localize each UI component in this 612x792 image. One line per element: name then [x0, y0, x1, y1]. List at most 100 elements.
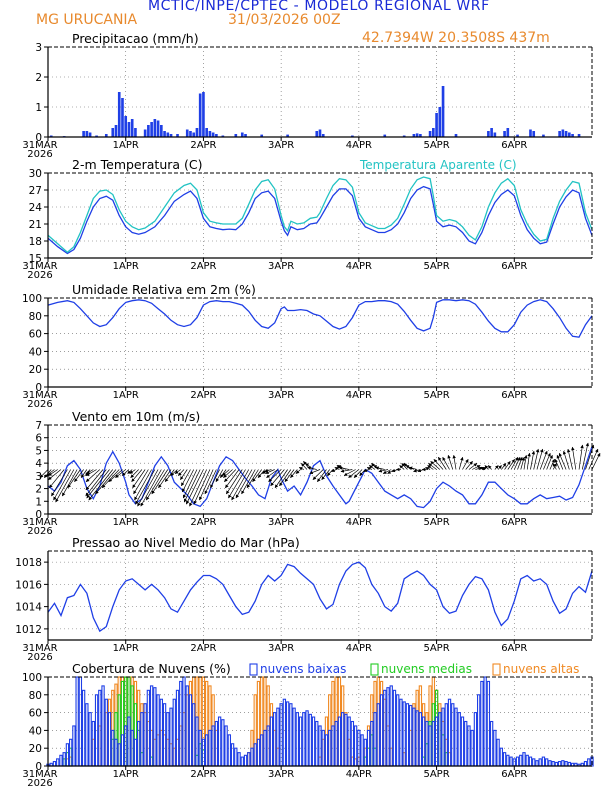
y-tick-label: 0 [35, 132, 42, 144]
line-pressao-ao-nivel-medio-do-mar-hpa- [47, 561, 593, 633]
bar [480, 680, 484, 767]
bar [136, 720, 141, 767]
wind-arrow [265, 469, 275, 474]
wind-arrow [121, 469, 130, 476]
bar [351, 135, 354, 137]
bar [147, 125, 150, 137]
wind-arrow [462, 458, 469, 470]
wind-arrow [571, 446, 577, 470]
wind-arrow [74, 469, 84, 483]
bar [532, 758, 536, 767]
wind-arrow [49, 469, 65, 489]
x-tick-label: 2APR [190, 769, 216, 780]
wind-arrow [210, 469, 220, 489]
bar [182, 676, 186, 767]
bar [172, 698, 176, 767]
bar [428, 725, 432, 767]
wind-arrow [549, 458, 555, 470]
bar [289, 703, 293, 767]
x-tick-label: 31MAR [22, 140, 57, 151]
bar [114, 738, 118, 767]
y-tick-label: 3 [35, 471, 42, 483]
wind-arrow [303, 461, 311, 470]
bar [444, 703, 448, 767]
bar [202, 92, 205, 137]
bar [204, 734, 209, 767]
bar [266, 725, 270, 767]
bar [133, 738, 138, 767]
wind-arrow [387, 469, 395, 474]
bar [551, 760, 555, 767]
wind-arrow [348, 469, 360, 478]
bar [435, 113, 438, 137]
bar [548, 760, 552, 767]
header-title: MCTIC/INPE/CPTEC - MODELO REGIONAL WRF [148, 0, 490, 14]
header-location: MG URUCANIA [36, 12, 138, 28]
wind-arrow [513, 456, 521, 470]
wind-arrow [225, 469, 240, 489]
y-tick-label: 1014 [15, 602, 42, 614]
x-tick-label: 4APR [346, 643, 372, 654]
bar [331, 725, 335, 767]
x-tick-label: 4APR [346, 140, 372, 151]
x-tick-label: 5APR [423, 390, 449, 401]
y-tick-label: 1 [35, 496, 42, 508]
bar [195, 716, 199, 767]
wind-arrow [48, 469, 62, 480]
wind-arrow [326, 469, 334, 476]
wind-arrow [378, 469, 389, 473]
x-tick-label: 5APR [423, 261, 449, 272]
y-tick-label: 2 [35, 72, 42, 84]
x-tick-label: 6APR [501, 517, 527, 528]
bar [68, 738, 73, 767]
bar [298, 716, 303, 767]
wind-arrow [223, 469, 233, 478]
wind-arrow [268, 469, 282, 483]
bar [557, 760, 562, 767]
y-tick-label: 20 [29, 364, 42, 376]
wind-arrow [51, 469, 68, 497]
x-tick-label: 5APR [423, 769, 449, 780]
wind-arrow [241, 469, 256, 495]
bar [412, 134, 416, 137]
x-tick-label: 2APR [190, 390, 216, 401]
bar [525, 754, 529, 767]
wind-arrow [552, 463, 557, 470]
wind-arrow [85, 469, 104, 491]
wind-arrow [95, 469, 117, 495]
bar [438, 107, 442, 137]
x-tick-label: 31MAR [22, 769, 57, 780]
wind-arrow [510, 456, 519, 470]
wind-arrow [204, 469, 217, 495]
bar [146, 689, 151, 767]
wind-arrow [375, 466, 385, 470]
wind-arrow [182, 469, 198, 499]
bar [166, 132, 170, 137]
wind-arrow [174, 469, 181, 474]
bar [104, 698, 108, 767]
bar [432, 128, 435, 137]
wind-arrow [164, 469, 175, 483]
bar [577, 134, 581, 137]
y-tick-label: 60 [29, 708, 42, 720]
bar [340, 712, 345, 767]
bar [350, 720, 355, 767]
bar [214, 720, 219, 767]
bar [311, 716, 316, 767]
y-tick-label: 30 [29, 168, 42, 180]
wind-arrow [504, 461, 511, 470]
bar [328, 729, 332, 767]
wind-arrow [284, 469, 295, 483]
y-tick-label: 24 [29, 202, 43, 214]
bar [198, 93, 202, 137]
bar [402, 701, 406, 767]
x-tick-label: 6APR [501, 643, 527, 654]
x-tick-label: 31MAR [22, 643, 57, 654]
x-tick-label: 5APR [423, 643, 449, 654]
y-tick-label: 20 [29, 743, 42, 755]
wind-arrow [86, 469, 110, 499]
bar [230, 743, 235, 767]
bar [192, 132, 196, 137]
y-tick-label: 6 [35, 433, 42, 445]
